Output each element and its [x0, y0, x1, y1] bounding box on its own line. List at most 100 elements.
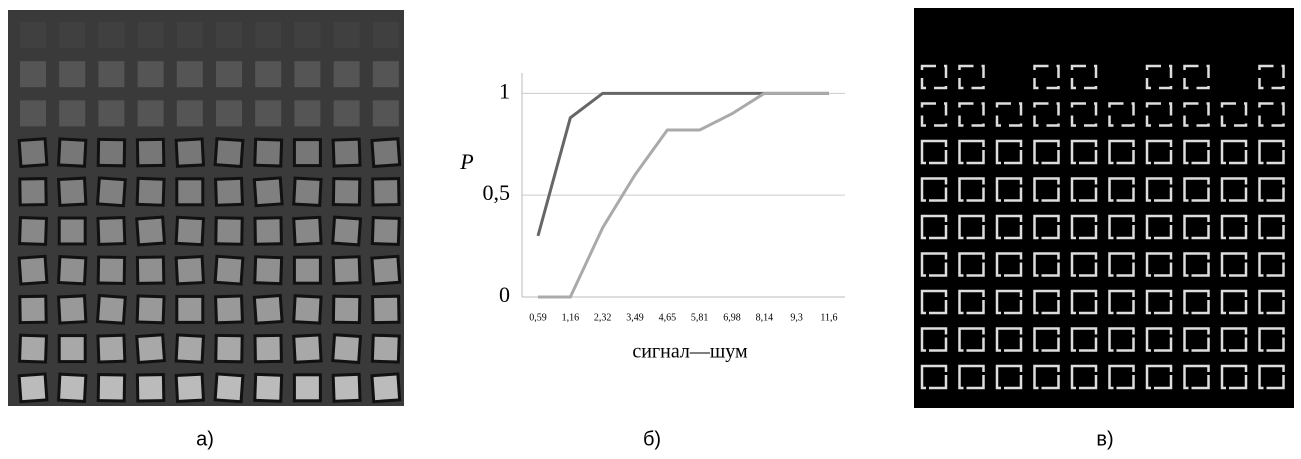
- faint-square: [294, 61, 321, 88]
- edge-square: [1070, 289, 1098, 315]
- square: [56, 176, 88, 208]
- edge-square: [995, 327, 1023, 352]
- edge-square: [920, 214, 948, 240]
- x-axis-label: сигнал—шум: [632, 341, 748, 363]
- square: [174, 215, 206, 247]
- square: [331, 333, 363, 365]
- edge-square: [1070, 177, 1098, 202]
- square: [57, 216, 87, 246]
- edge-square: [1220, 252, 1248, 277]
- faint-square: [176, 22, 203, 48]
- edge-square: [958, 214, 985, 240]
- square: [174, 333, 206, 364]
- faint-square: [333, 22, 360, 48]
- faint-square: [98, 100, 125, 127]
- square: [135, 137, 166, 168]
- square: [331, 215, 363, 247]
- edge-square: [1108, 364, 1135, 390]
- edge-square: [1145, 289, 1173, 315]
- x-tick-label: 4,65: [659, 312, 677, 323]
- faint-square: [333, 100, 360, 127]
- edge-square: [958, 327, 985, 352]
- edge-square: [1183, 214, 1210, 240]
- edge-square: [1220, 177, 1248, 202]
- edge-square: [920, 327, 948, 352]
- edge-square: [1033, 177, 1060, 202]
- faint-square: [20, 61, 46, 88]
- square: [56, 254, 88, 286]
- edge-square: [1145, 252, 1173, 277]
- square: [331, 255, 362, 286]
- edge-square: [920, 64, 948, 90]
- faint-square: [216, 100, 242, 127]
- edge-square: [1183, 364, 1210, 390]
- panel-label: б): [643, 428, 661, 450]
- edge-square: [995, 364, 1023, 390]
- panel-label: а): [196, 428, 214, 450]
- edge-square: [1183, 289, 1210, 315]
- edge-square: [1183, 139, 1210, 165]
- edge-square: [1033, 252, 1060, 277]
- edge-square: [1108, 327, 1135, 352]
- square: [292, 255, 322, 285]
- edge-square: [1070, 364, 1098, 390]
- edge-square: [920, 102, 948, 127]
- faint-square: [372, 22, 399, 48]
- faint-square: [372, 61, 399, 88]
- x-tick-label: 9,3: [790, 312, 803, 323]
- square: [96, 137, 127, 168]
- edge-square: [995, 289, 1023, 315]
- square: [135, 373, 166, 403]
- edge-square: [995, 102, 1023, 127]
- square: [95, 176, 127, 208]
- edge-square: [1108, 252, 1135, 277]
- edge-square: [1220, 289, 1248, 315]
- faint-square: [98, 61, 125, 88]
- square: [174, 254, 206, 286]
- edge-square: [1033, 64, 1060, 90]
- edge-image: [914, 8, 1294, 408]
- edge-square: [995, 139, 1023, 165]
- edge-square: [1033, 364, 1060, 390]
- edge-square: [1258, 64, 1285, 90]
- edge-square: [1220, 214, 1248, 240]
- square: [371, 294, 401, 325]
- square: [252, 293, 284, 325]
- faint-square: [216, 22, 242, 48]
- square: [96, 373, 127, 403]
- edge-square: [958, 364, 985, 390]
- y-axis-label: P: [459, 149, 473, 174]
- square: [135, 255, 166, 285]
- square: [57, 334, 87, 364]
- square: [174, 137, 206, 168]
- edge-square: [1258, 252, 1285, 277]
- square: [135, 294, 166, 325]
- square: [18, 333, 48, 364]
- panel-label: в): [1096, 428, 1113, 450]
- square: [17, 254, 49, 286]
- square: [135, 215, 167, 247]
- edge-square: [1070, 102, 1098, 127]
- square: [292, 373, 322, 403]
- y-tick-label: 1: [499, 78, 510, 103]
- edge-square: [1033, 327, 1060, 352]
- faint-square: [176, 100, 203, 127]
- noisy-squares: [17, 22, 402, 404]
- square: [292, 294, 323, 325]
- edge-square: [1070, 327, 1098, 352]
- faint-square: [176, 61, 203, 88]
- square: [252, 176, 284, 208]
- edge-square: [1145, 102, 1173, 127]
- x-tick-label: 8,14: [756, 312, 774, 323]
- edge-square: [1108, 214, 1135, 240]
- edge-square: [1183, 102, 1210, 127]
- square: [95, 293, 127, 325]
- edge-square: [1033, 214, 1060, 240]
- square: [135, 176, 166, 207]
- y-tick-label: 0: [499, 282, 510, 307]
- square: [214, 294, 244, 325]
- square: [135, 333, 167, 365]
- y-tick-label: 0,5: [483, 180, 511, 205]
- x-tick-label: 6,98: [723, 312, 741, 323]
